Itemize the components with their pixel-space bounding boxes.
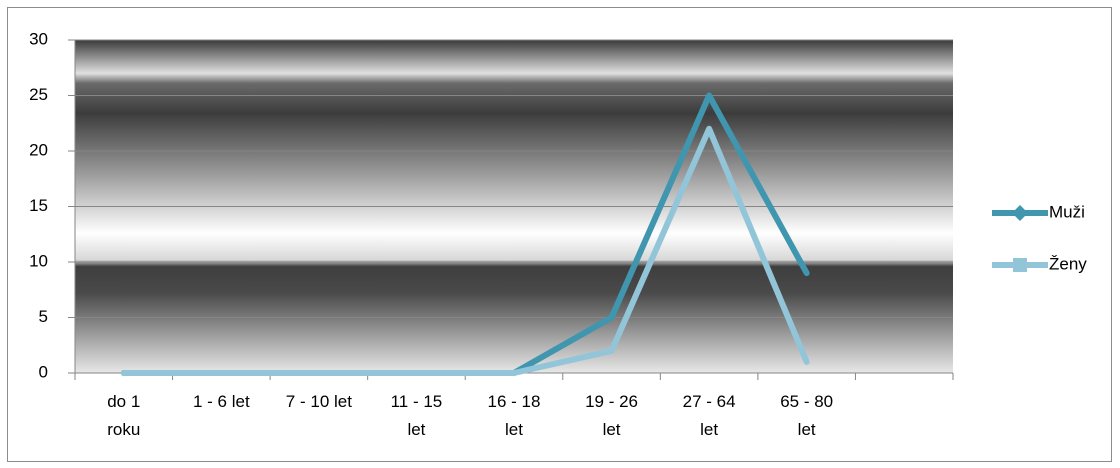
x-tick-label: 27 - 64 let [682, 392, 736, 439]
y-tick-label: 25 [29, 85, 48, 104]
y-tick-label: 5 [39, 307, 48, 326]
y-tick-label: 10 [29, 251, 48, 270]
y-tick-label: 30 [29, 29, 48, 48]
x-tick-label: 19 - 26 let [585, 392, 639, 439]
legend-label: Ženy [1049, 254, 1087, 273]
legend-marker [1013, 258, 1027, 272]
legend-marker [1012, 205, 1028, 221]
series-line [120, 125, 810, 376]
y-tick-label: 20 [29, 140, 48, 159]
x-tick-label: 1 - 6 let [192, 392, 250, 411]
legend-label: Muži [1049, 202, 1085, 221]
x-tick-label: 11 - 15 let [390, 392, 443, 439]
y-tick-label: 0 [39, 362, 48, 381]
x-tick-label: do 1 roku [107, 392, 141, 439]
x-tick-label: 16 - 18 let [487, 392, 541, 439]
x-tick-label: 7 - 10 let [285, 392, 352, 411]
x-tick-label: 65 - 80 let [780, 392, 834, 439]
y-tick-label: 15 [29, 196, 48, 215]
